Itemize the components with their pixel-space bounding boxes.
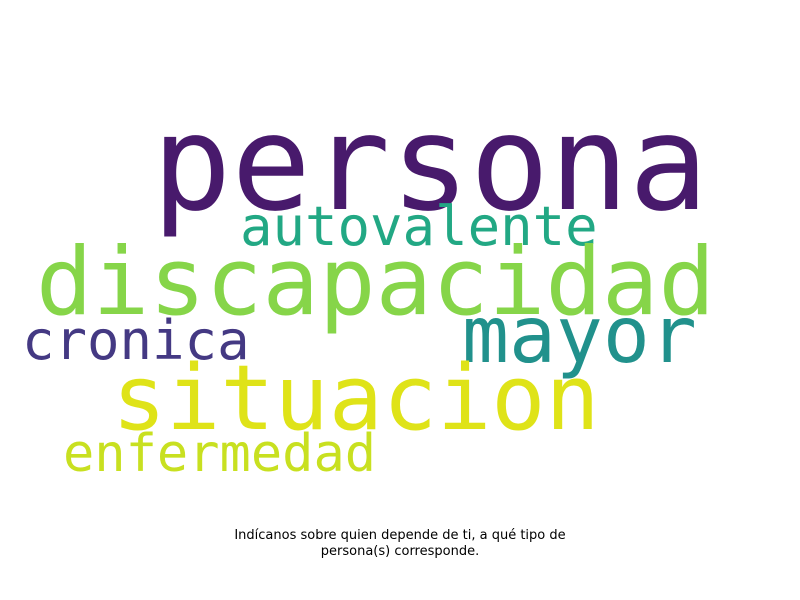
word-autovalente: autovalente — [240, 195, 598, 258]
word-cronica: cronica — [22, 309, 250, 372]
word-discapacidad: discapacidad — [36, 228, 716, 337]
word-enfermedad: enfermedad — [63, 424, 377, 484]
word-mayor: mayor — [462, 291, 697, 381]
caption-line-1: Indícanos sobre quien depende de ti, a q… — [234, 528, 566, 543]
word-persona: persona — [152, 87, 709, 241]
caption-line-2: persona(s) corresponde. — [320, 544, 480, 559]
word-situacion: situacion — [112, 346, 600, 451]
figure-caption: Indícanos sobre quien depende de ti, a q… — [200, 528, 600, 560]
